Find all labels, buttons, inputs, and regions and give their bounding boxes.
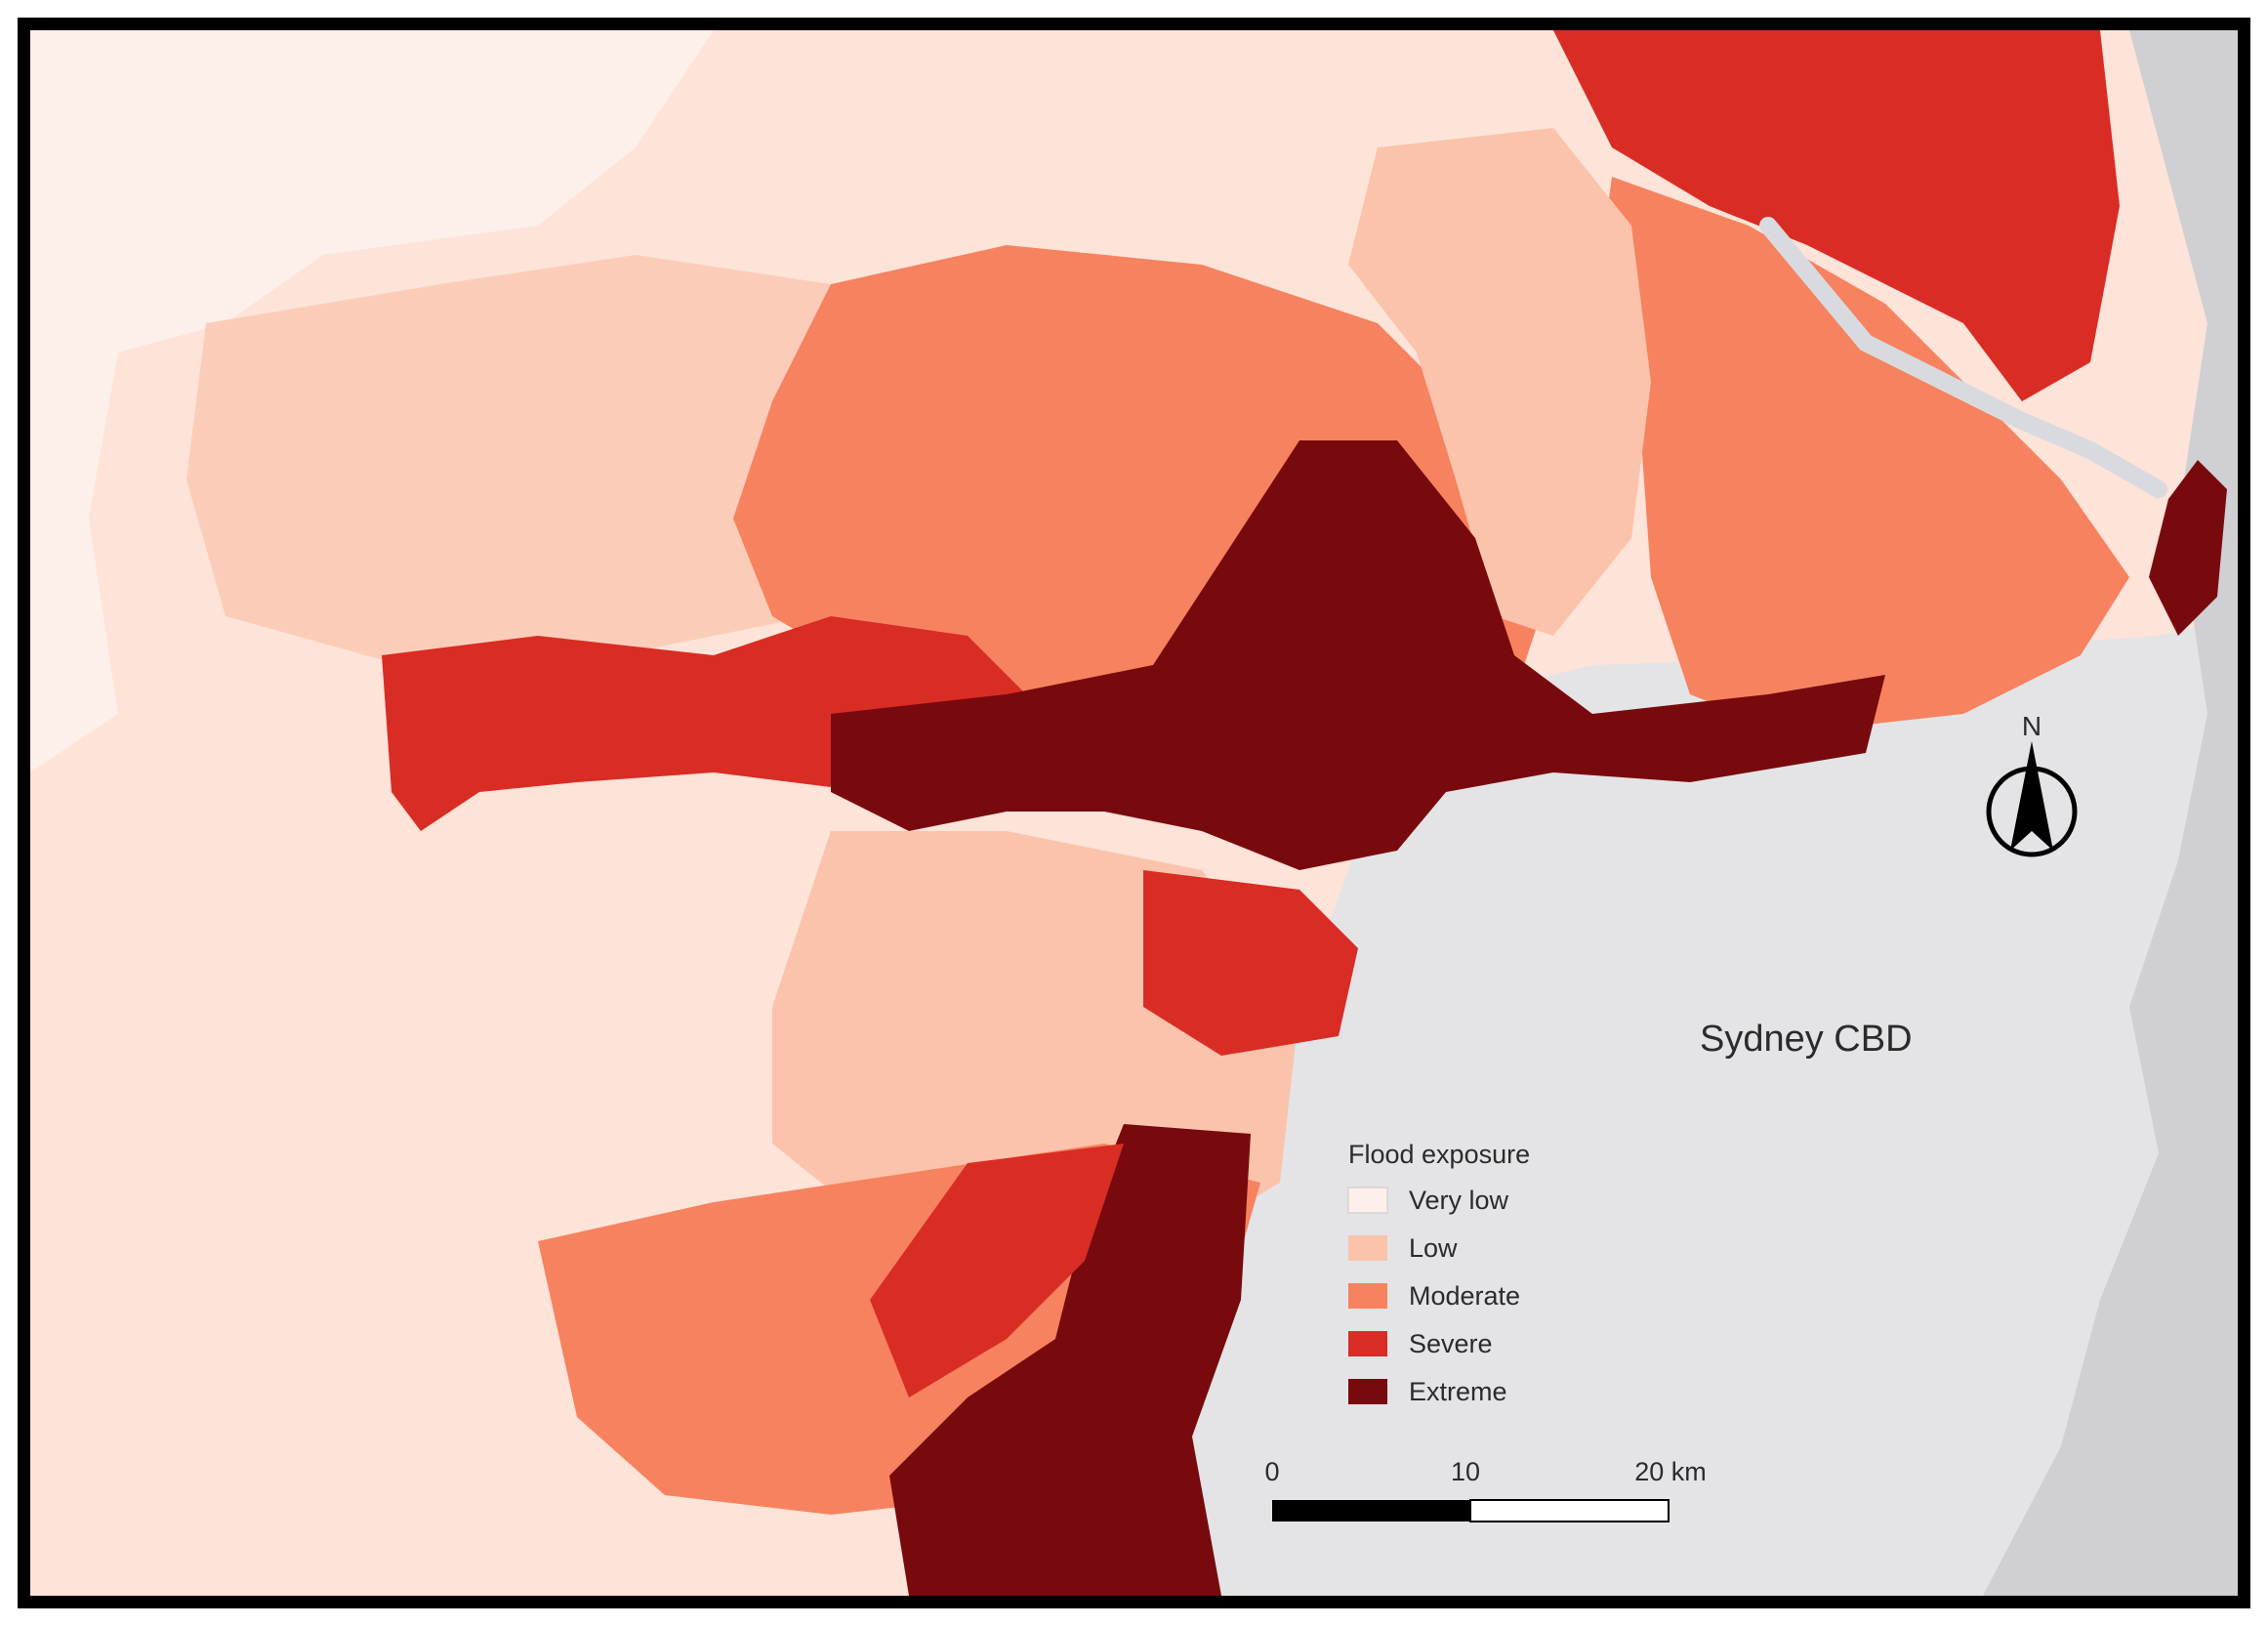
legend-label-extreme: Extreme — [1409, 1377, 1507, 1406]
scale-segment-white — [1469, 1499, 1670, 1522]
low-region-north — [1348, 128, 1651, 636]
legend-swatch-severe — [1348, 1331, 1387, 1356]
scale-tick-20: 20 km — [1634, 1457, 1707, 1486]
severe-region-south — [870, 1144, 1124, 1397]
legend-label-severe: Severe — [1409, 1329, 1493, 1358]
north-label: N — [2022, 711, 2041, 741]
legend-swatch-extreme — [1348, 1379, 1387, 1404]
legend-item-severe: Severe — [1348, 1329, 1493, 1358]
legend-swatch-low — [1348, 1235, 1387, 1261]
severe-region-south-central — [1143, 870, 1358, 1056]
legend-item-extreme: Extreme — [1348, 1377, 1507, 1406]
legend-item-moderate: Moderate — [1348, 1281, 1520, 1311]
scale-tick-10: 10 — [1451, 1457, 1480, 1486]
moderate-region-northeast — [1592, 177, 2129, 733]
legend-title: Flood exposure — [1348, 1140, 1530, 1169]
severe-region-northeast — [1553, 30, 2120, 401]
legend-swatch-moderate — [1348, 1283, 1387, 1309]
ocean — [1983, 30, 2238, 1596]
extreme-region-northeast-coast — [2149, 460, 2227, 636]
urban-area — [1173, 616, 2238, 1596]
harbour-water — [1759, 217, 2167, 498]
legend-label-low: Low — [1409, 1233, 1458, 1263]
very-low-region-west — [30, 30, 714, 772]
scale-segment-black — [1272, 1500, 1470, 1522]
flood-exposure-map: Flood exposure Very low Low Moderate Sev… — [30, 30, 2238, 1596]
legend-label-very-low: Very low — [1409, 1186, 1509, 1215]
legend-swatch-very-low — [1347, 1187, 1388, 1214]
legend-label-moderate: Moderate — [1409, 1281, 1520, 1311]
legend: Flood exposure Very low Low Moderate Sev… — [1347, 1140, 1530, 1406]
extreme-region-south — [889, 1124, 1251, 1596]
low-region-west — [186, 255, 909, 665]
north-arrow-icon: N — [1986, 711, 2078, 857]
city-label-sydney-cbd: Sydney CBD — [1700, 1019, 1913, 1060]
scale-tick-0: 0 — [1264, 1457, 1279, 1486]
extreme-corridor — [831, 440, 1885, 870]
legend-item-low: Low — [1348, 1233, 1458, 1263]
legend-item-very-low: Very low — [1347, 1186, 1509, 1215]
scale-bar: 0 10 20 km — [1264, 1457, 1707, 1522]
